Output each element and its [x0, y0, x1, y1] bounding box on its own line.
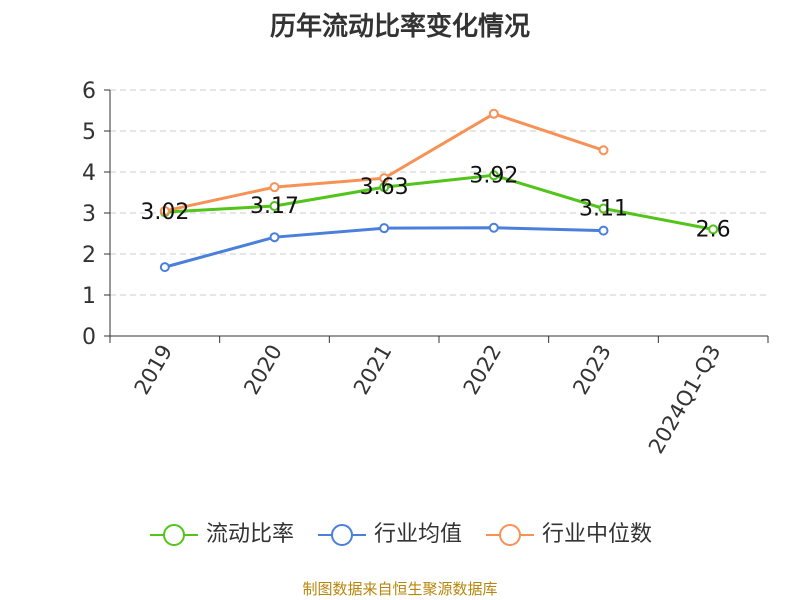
- legend-marker-icon: [486, 524, 534, 546]
- data-label: 2.6: [696, 217, 731, 242]
- legend-marker-icon: [317, 524, 366, 546]
- y-tick-label: 1: [82, 284, 96, 309]
- legend-label: 行业中位数: [542, 522, 653, 547]
- legend-label: 流动比率: [205, 522, 294, 547]
- x-tick-label: 2020: [239, 341, 287, 399]
- y-tick-label: 5: [82, 120, 96, 145]
- y-tick-label: 4: [82, 161, 96, 186]
- data-point: [269, 182, 280, 193]
- y-tick-label: 6: [82, 79, 96, 104]
- data-point: [598, 225, 609, 236]
- data-point: [488, 170, 499, 181]
- data-label: 3.02: [140, 200, 189, 225]
- data-point: [488, 108, 499, 119]
- x-tick-label: 2024Q1-Q3: [644, 341, 726, 458]
- axes: 0 1 2 3 4 5 6 2019 2020 2021 2022 2023 2024Q1-Q3: [82, 79, 769, 458]
- x-tick-label: 2021: [349, 341, 397, 399]
- y-tick-label: 0: [82, 325, 96, 350]
- source-note: 制图数据来自恒生聚源数据库: [302, 580, 498, 598]
- data-point: [379, 173, 390, 184]
- legend-item[interactable]: 流动比率: [148, 520, 294, 550]
- data-point: [708, 224, 719, 235]
- series-lines: [159, 108, 719, 273]
- data-label: 3.11: [579, 196, 628, 221]
- data-point: [488, 222, 499, 233]
- legend: 流动比率 行业均值 行业中位数: [0, 520, 800, 550]
- gridlines: [110, 89, 768, 296]
- x-tick-label: 2023: [568, 341, 616, 399]
- chart-title: 历年流动比率变化情况: [269, 12, 530, 42]
- data-label: 3.63: [360, 175, 409, 200]
- legend-marker-icon: [149, 524, 198, 546]
- data-point: [598, 203, 609, 214]
- data-point: [379, 223, 390, 234]
- y-tick-label: 2: [82, 243, 96, 268]
- legend-item[interactable]: 行业均值: [316, 520, 462, 550]
- series-line: [164, 173, 714, 231]
- data-point: [598, 145, 609, 156]
- data-label: 3.17: [250, 194, 299, 219]
- data-labels: 3.02 3.17 3.63 3.92 3.11 2.6: [140, 163, 730, 242]
- legend-item[interactable]: 行业中位数: [484, 520, 652, 550]
- y-tick-label: 3: [82, 202, 96, 227]
- data-point: [379, 182, 390, 193]
- x-tick-label: 2022: [459, 341, 507, 399]
- data-label: 3.92: [469, 163, 518, 188]
- series-line: [164, 226, 604, 269]
- data-point: [269, 201, 280, 212]
- legend-label: 行业均值: [373, 522, 462, 547]
- data-point: [269, 232, 280, 243]
- x-tick-label: 2019: [130, 341, 178, 399]
- data-point: [159, 205, 170, 216]
- data-point: [159, 262, 170, 273]
